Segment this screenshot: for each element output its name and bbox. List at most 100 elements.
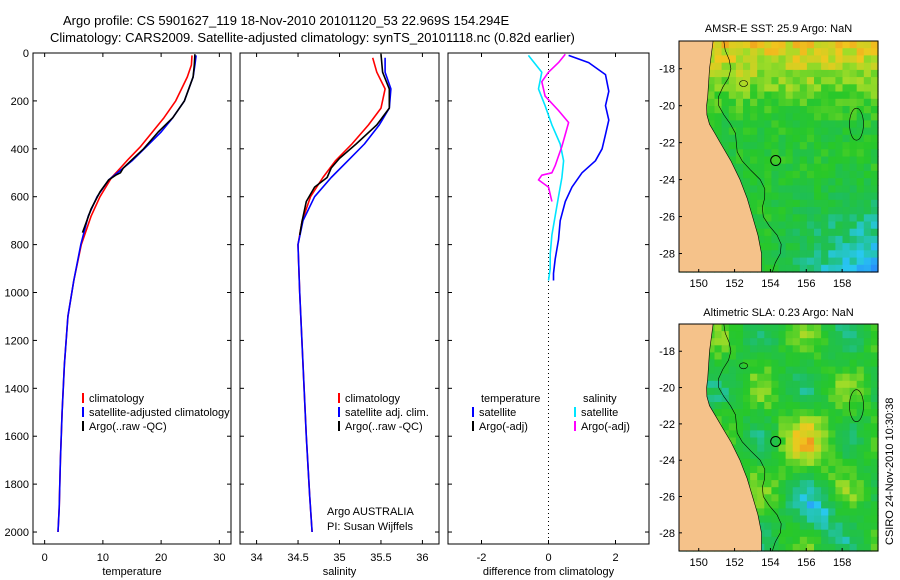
sst-map-cell [828, 134, 836, 143]
sst-map-cell [799, 142, 808, 150]
sla-map-cell [785, 437, 794, 446]
sst-map-cell [785, 142, 794, 150]
sst-map-cell [849, 69, 858, 78]
sst-map-cell [714, 113, 723, 121]
sst-map-cell [828, 250, 836, 259]
sst-map-cell [764, 156, 772, 165]
sst-map-cell [799, 243, 808, 251]
sst-map-cell [863, 62, 872, 71]
sst-map-cell [771, 250, 780, 259]
sla-map-cell [842, 444, 851, 453]
sst-map-cell [792, 243, 801, 251]
sla-map-cell [757, 522, 765, 531]
sst-map-cell [799, 156, 808, 165]
sla-map-cell [764, 324, 772, 332]
sst-map-cell [835, 149, 844, 158]
sla-map-cell [814, 501, 822, 509]
sla-map-cell [814, 409, 822, 417]
sla-map-cell [799, 366, 808, 375]
sst-map-cell [799, 214, 808, 223]
sst-map-cell [735, 170, 744, 179]
sla-map-cell [750, 394, 758, 403]
sla-map-cell [806, 352, 815, 361]
sst-map-cell [849, 228, 858, 237]
sst-map-cell [821, 257, 829, 266]
sst-map-cell [821, 192, 829, 201]
sla-map-cell [828, 529, 836, 538]
sla-map-cell [728, 402, 737, 410]
sla-map-cell [792, 437, 801, 446]
sla-map-cell [828, 501, 836, 509]
sst-map-xtick-label: 152 [725, 278, 743, 290]
sst-map-cell [764, 170, 772, 179]
sst-map-cell [842, 41, 851, 49]
sla-map-cell [835, 324, 844, 332]
sst-map-cell [778, 228, 787, 237]
sst-map-cell [792, 48, 801, 56]
sst-map-cell [750, 48, 758, 56]
sla-map-cell [842, 522, 851, 531]
sst-map-cell [842, 62, 851, 71]
sla-map-cell [785, 345, 794, 353]
sst-map-cell [750, 214, 758, 223]
salinity-series-argo-raw-qc- [298, 54, 391, 236]
sst-map-cell [842, 257, 851, 266]
sst-map-cell [842, 84, 851, 93]
temperature-xtick-label: 0 [42, 552, 48, 564]
sla-map-cell [707, 359, 716, 368]
sla-map-cell [842, 387, 851, 396]
sla-map-cell [835, 366, 844, 375]
sla-map-cell [771, 359, 780, 368]
sla-map-cell [806, 473, 815, 481]
sla-map-cell [806, 465, 815, 474]
sst-map-ytick-label: -20 [659, 101, 675, 113]
sla-map-cell [757, 402, 765, 410]
sla-map-cell [799, 345, 808, 353]
sla-map-cell [743, 458, 751, 467]
sla-map-cell [771, 451, 780, 460]
sst-map-cell [785, 163, 794, 172]
sst-map-cell [771, 134, 780, 143]
sla-map-cell [806, 430, 815, 439]
sla-map-cell [849, 394, 858, 403]
salinity-plot-area [240, 53, 439, 544]
sst-map-cell [757, 48, 765, 56]
sla-map-cell [757, 437, 765, 446]
sla-map-cell [785, 409, 794, 417]
sla-map-cell [849, 331, 858, 339]
sst-map-cell [863, 163, 872, 172]
sla-map-cell [828, 380, 836, 389]
sla-map-cell [870, 359, 879, 368]
sst-map-cell [842, 163, 851, 172]
sla-map-land [678, 323, 762, 552]
sla-map-cell [799, 480, 808, 488]
sla-map-cell [856, 324, 865, 332]
sla-map-cell [835, 473, 844, 481]
sst-map-cell [842, 134, 851, 143]
sla-map-cell [771, 402, 780, 410]
sst-map-cell [870, 250, 879, 259]
sla-map-cell [743, 409, 751, 417]
sst-map-cell [757, 199, 765, 208]
sla-map-cell [814, 515, 822, 524]
sst-map-cell [863, 91, 872, 100]
sla-map-cell [764, 473, 772, 481]
sst-map-cell [771, 257, 780, 266]
temperature-legend: climatology satellite-adjusted climatolog… [82, 393, 230, 433]
sla-map-cell [721, 331, 730, 339]
sst-map-cell [806, 48, 815, 56]
sst-map-cell [778, 48, 787, 56]
sla-map-cell [764, 522, 772, 531]
sla-map-cell [799, 380, 808, 389]
sla-map-cell [714, 324, 723, 332]
sla-map-cell [792, 387, 801, 396]
sla-map-cell [785, 394, 794, 403]
sst-map-cell [870, 163, 879, 172]
sla-map-cell [735, 423, 744, 431]
sst-map-cell [863, 192, 872, 201]
sla-map-cell [806, 345, 815, 353]
sla-map-cell [835, 409, 844, 417]
sst-map-cell [856, 127, 865, 136]
sla-map-cell [714, 331, 723, 339]
sst-map-cell [856, 62, 865, 71]
